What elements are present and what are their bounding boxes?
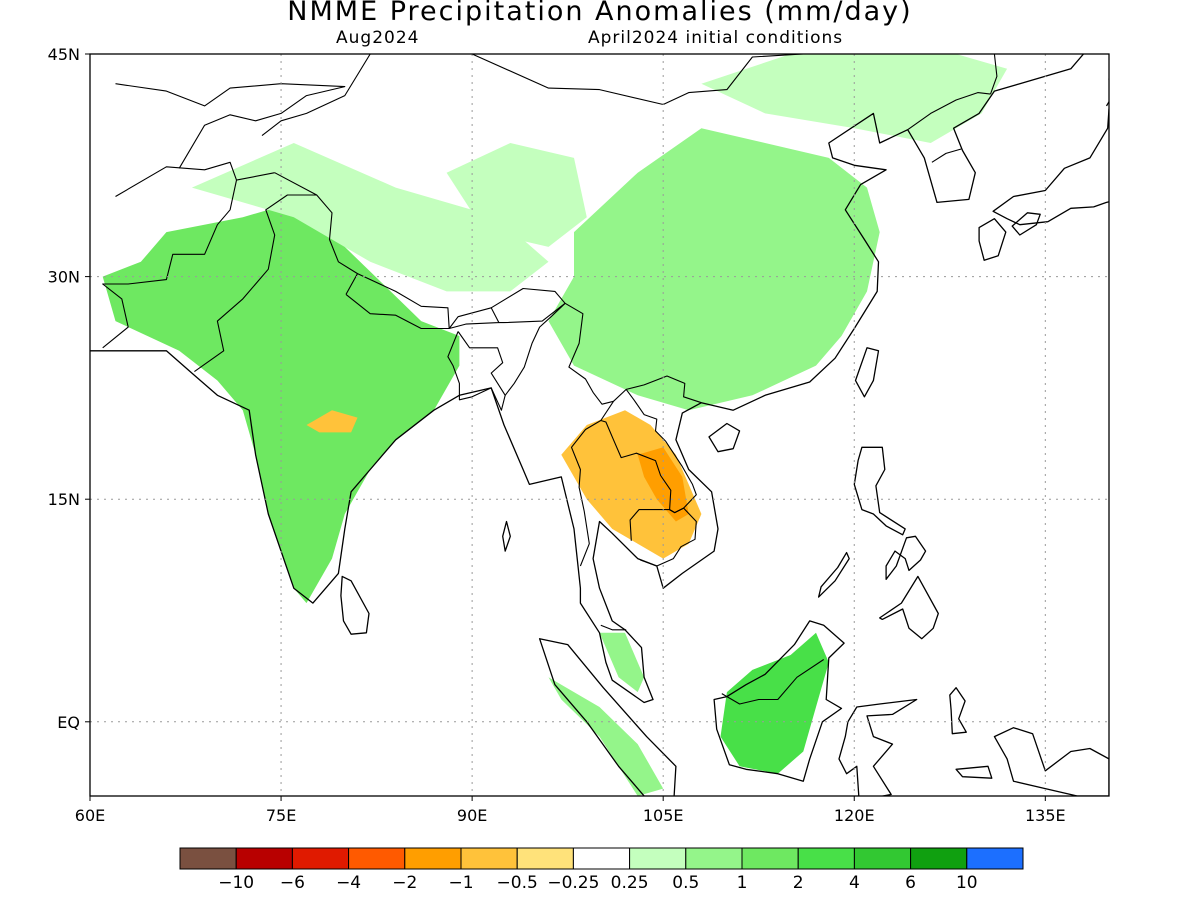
coastline-hokkaido-tip <box>1105 76 1109 107</box>
coastline-palawan <box>817 551 850 598</box>
border-china-russia-ne <box>989 54 1019 95</box>
anomaly-field <box>102 54 1008 796</box>
country-borders <box>102 54 1019 705</box>
colorbar-label: 0.25 <box>611 873 649 893</box>
tick-label-lat: 45N <box>48 45 80 64</box>
colorbar-swatch <box>404 847 462 870</box>
coastline-seram-buru <box>955 765 993 779</box>
tick-label-lat: 15N <box>48 490 80 509</box>
coastline-sri-lanka <box>340 575 370 635</box>
border-malaysia-thai <box>600 624 627 631</box>
coastline-kyushu <box>978 218 1007 261</box>
map-title: NMME Precipitation Anomalies (mm/day) <box>287 0 913 27</box>
coastline-shikoku <box>1011 212 1041 236</box>
tick-label-lon: 90E <box>457 806 487 825</box>
colorbar-swatch <box>741 847 799 870</box>
colorbar-swatch <box>966 847 1024 870</box>
colorbar-label: 10 <box>956 873 978 893</box>
coastline-hainan <box>708 422 741 453</box>
border-nepal <box>345 273 450 330</box>
tick-label-lon: 75E <box>266 806 296 825</box>
colorbar-swatch <box>797 847 855 870</box>
colorbar-label: 2 <box>793 873 804 893</box>
border-china-vietnam <box>626 375 702 404</box>
border-china-korea <box>907 92 991 131</box>
anomaly-region-north-china-moist <box>701 54 1008 143</box>
colorbar-label: 6 <box>905 873 916 893</box>
colorbar-label: 4 <box>849 873 860 893</box>
coastline-halmahera <box>949 687 967 735</box>
coastline-andaman <box>502 520 511 552</box>
border-cambodia <box>629 507 697 567</box>
colorbar-swatch <box>910 847 968 870</box>
coastline-new-guinea <box>993 727 1109 796</box>
colorbar-label: 1 <box>737 873 748 893</box>
border-myanmar-thai <box>570 420 602 567</box>
border-borneo-malaysia <box>721 659 825 705</box>
coastline-visayas <box>885 535 927 580</box>
colorbar-label: −6 <box>280 873 305 893</box>
colorbar-label: −2 <box>392 873 417 893</box>
colorbar-label: −10 <box>218 873 254 893</box>
anomaly-region-tibet-moist <box>446 143 587 247</box>
colorbar-swatch <box>572 847 631 870</box>
border-korea-dmz <box>931 148 962 163</box>
anomaly-region-sumatra-moist <box>548 677 664 796</box>
border-bangladesh <box>447 331 506 411</box>
anomaly-region-india-dry-spot <box>306 410 358 433</box>
tick-label-lon: 135E <box>1025 806 1066 825</box>
map-subtitle-month: Aug2024 <box>336 28 420 48</box>
colorbar-label: −1 <box>448 873 473 893</box>
coastline-sulawesi <box>838 698 918 796</box>
coastline-mindanao <box>879 575 939 640</box>
border-myanmar-china <box>564 302 614 405</box>
border-kyrgyz-kazakh <box>115 83 346 169</box>
border-china-india-west <box>274 172 358 275</box>
colorbar-swatch <box>348 847 406 870</box>
anomaly-region-china-wet <box>548 128 880 411</box>
colorbar-swatch <box>460 847 518 870</box>
map-subtitle-initial-conditions: April2024 initial conditions <box>588 28 844 48</box>
map-gridlines <box>90 54 1109 796</box>
border-tajik-afg <box>115 161 238 197</box>
tick-label-lat: EQ <box>57 713 80 732</box>
border-china-mongolia <box>261 54 805 137</box>
colorbar-label: −0.25 <box>547 873 599 893</box>
anomaly-region-indochina-core-dry <box>637 447 689 522</box>
anomaly-region-indochina-dry <box>561 410 702 559</box>
colorbar-label: −4 <box>336 873 361 893</box>
coastline-taiwan <box>854 347 880 398</box>
axis-ticks: 60E 75E 90E 105E 120E 135E 45N 30N 15N EQ <box>48 45 1066 825</box>
tick-label-lon: 105E <box>643 806 684 825</box>
anomaly-region-malaya-moist <box>599 632 645 693</box>
tick-label-lon: 60E <box>75 806 105 825</box>
border-myanmar-india <box>504 302 566 396</box>
colorbar-swatch <box>685 847 743 870</box>
colorbar-swatch <box>853 847 912 870</box>
coastline-honshu <box>992 108 1109 226</box>
anomaly-region-india-wet <box>102 202 460 604</box>
map-frame <box>89 53 1110 797</box>
colorbar-swatch <box>235 847 293 870</box>
coastline-borneo <box>713 620 845 782</box>
colorbar-label: −0.5 <box>497 873 538 893</box>
border-bhutan-ne-india <box>448 307 500 330</box>
tick-label-lat: 30N <box>48 268 80 287</box>
anomaly-region-borneo-wet <box>720 632 829 774</box>
coastline-luzon <box>853 446 906 536</box>
colorbar-swatch <box>291 847 350 870</box>
colorbar-label: 0.5 <box>672 873 699 893</box>
colorbar-swatch <box>179 847 237 870</box>
border-india-pak <box>194 194 317 373</box>
colorbar-swatch <box>516 847 574 870</box>
colorbar: −10 −6 −4 −2 −1 −0.5 −0.25 0.25 0.5 1 2 4 6 10 <box>179 847 1024 893</box>
colorbar-swatch <box>629 847 687 870</box>
border-pak-afg-iran <box>102 172 275 349</box>
tick-label-lon: 120E <box>834 806 875 825</box>
coastline-sumatra <box>538 638 677 796</box>
